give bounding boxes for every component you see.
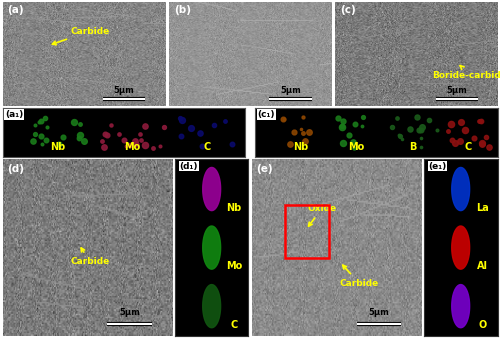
Text: (d₁): (d₁)	[180, 162, 198, 171]
Text: 5μm: 5μm	[280, 86, 301, 95]
Bar	[426, 161, 496, 217]
Text: Nb: Nb	[293, 142, 308, 152]
Bar	[96, 110, 168, 155]
Text: B: B	[409, 142, 416, 152]
Text: Nb: Nb	[226, 203, 242, 213]
Bar	[274, 110, 328, 155]
Text: Carbide: Carbide	[70, 248, 110, 266]
Polygon shape	[202, 226, 220, 269]
Text: C: C	[230, 320, 237, 330]
Text: Boride-carbide: Boride-carbide	[432, 66, 500, 79]
Text: Oxide: Oxide	[308, 204, 336, 226]
Text: (e₁): (e₁)	[428, 162, 446, 171]
Bar	[286, 205, 330, 258]
Text: (c₁): (c₁)	[258, 110, 275, 119]
Text: Nb: Nb	[50, 142, 66, 152]
Bar	[426, 278, 496, 335]
Text: 5μm: 5μm	[114, 86, 134, 95]
Text: C: C	[204, 142, 210, 152]
Text: (a₁): (a₁)	[5, 110, 23, 119]
Text: Al: Al	[478, 261, 488, 271]
Polygon shape	[202, 167, 220, 211]
Text: Mo: Mo	[226, 261, 242, 271]
Polygon shape	[452, 226, 469, 269]
Text: Carbide: Carbide	[340, 265, 379, 288]
Text: (a): (a)	[8, 5, 24, 15]
Bar	[386, 110, 440, 155]
Text: (d): (d)	[8, 164, 24, 174]
Bar	[177, 161, 246, 217]
Bar	[177, 278, 246, 335]
Text: 5μm: 5μm	[119, 308, 140, 317]
Text: Mo: Mo	[348, 142, 365, 152]
Text: Carbide: Carbide	[52, 26, 110, 45]
Text: (e): (e)	[256, 164, 273, 174]
Polygon shape	[452, 285, 469, 328]
Bar	[330, 110, 384, 155]
Polygon shape	[202, 285, 220, 328]
Text: (c): (c)	[340, 5, 356, 15]
Bar	[442, 110, 496, 155]
Text: (b): (b)	[174, 5, 190, 15]
Text: Mo: Mo	[124, 142, 140, 152]
Bar	[170, 110, 243, 155]
Bar	[426, 219, 496, 276]
Text: La: La	[476, 203, 489, 213]
Bar	[177, 219, 246, 276]
Polygon shape	[452, 167, 469, 211]
Text: 5μm: 5μm	[446, 86, 468, 95]
Text: 5μm: 5μm	[368, 308, 389, 317]
Text: O: O	[478, 320, 487, 330]
Text: C: C	[465, 142, 472, 152]
Bar	[22, 110, 94, 155]
